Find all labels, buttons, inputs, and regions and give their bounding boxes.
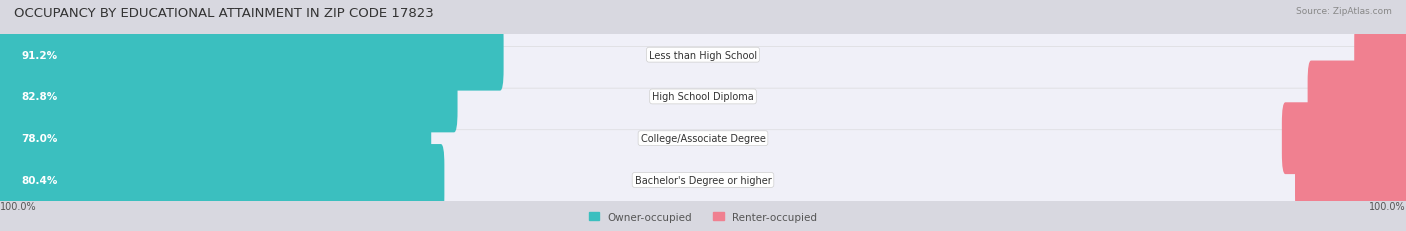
Legend: Owner-occupied, Renter-occupied: Owner-occupied, Renter-occupied <box>585 208 821 226</box>
FancyBboxPatch shape <box>0 89 1406 188</box>
Text: 100.0%: 100.0% <box>1369 201 1406 211</box>
FancyBboxPatch shape <box>0 130 1406 230</box>
Text: Source: ZipAtlas.com: Source: ZipAtlas.com <box>1296 7 1392 16</box>
Text: 82.8%: 82.8% <box>21 92 58 102</box>
FancyBboxPatch shape <box>1354 20 1406 91</box>
FancyBboxPatch shape <box>0 6 1406 105</box>
FancyBboxPatch shape <box>0 61 457 133</box>
Text: 78.0%: 78.0% <box>21 134 58 144</box>
Text: College/Associate Degree: College/Associate Degree <box>641 134 765 144</box>
Text: OCCUPANCY BY EDUCATIONAL ATTAINMENT IN ZIP CODE 17823: OCCUPANCY BY EDUCATIONAL ATTAINMENT IN Z… <box>14 7 434 20</box>
FancyBboxPatch shape <box>1295 144 1406 216</box>
FancyBboxPatch shape <box>0 47 1406 147</box>
Text: 91.2%: 91.2% <box>21 50 58 61</box>
FancyBboxPatch shape <box>0 144 444 216</box>
FancyBboxPatch shape <box>0 20 503 91</box>
Text: 100.0%: 100.0% <box>0 201 37 211</box>
FancyBboxPatch shape <box>1308 61 1406 133</box>
Text: Less than High School: Less than High School <box>650 50 756 61</box>
FancyBboxPatch shape <box>1282 103 1406 174</box>
FancyBboxPatch shape <box>0 103 432 174</box>
Text: 80.4%: 80.4% <box>21 175 58 185</box>
Text: Bachelor's Degree or higher: Bachelor's Degree or higher <box>634 175 772 185</box>
Text: High School Diploma: High School Diploma <box>652 92 754 102</box>
